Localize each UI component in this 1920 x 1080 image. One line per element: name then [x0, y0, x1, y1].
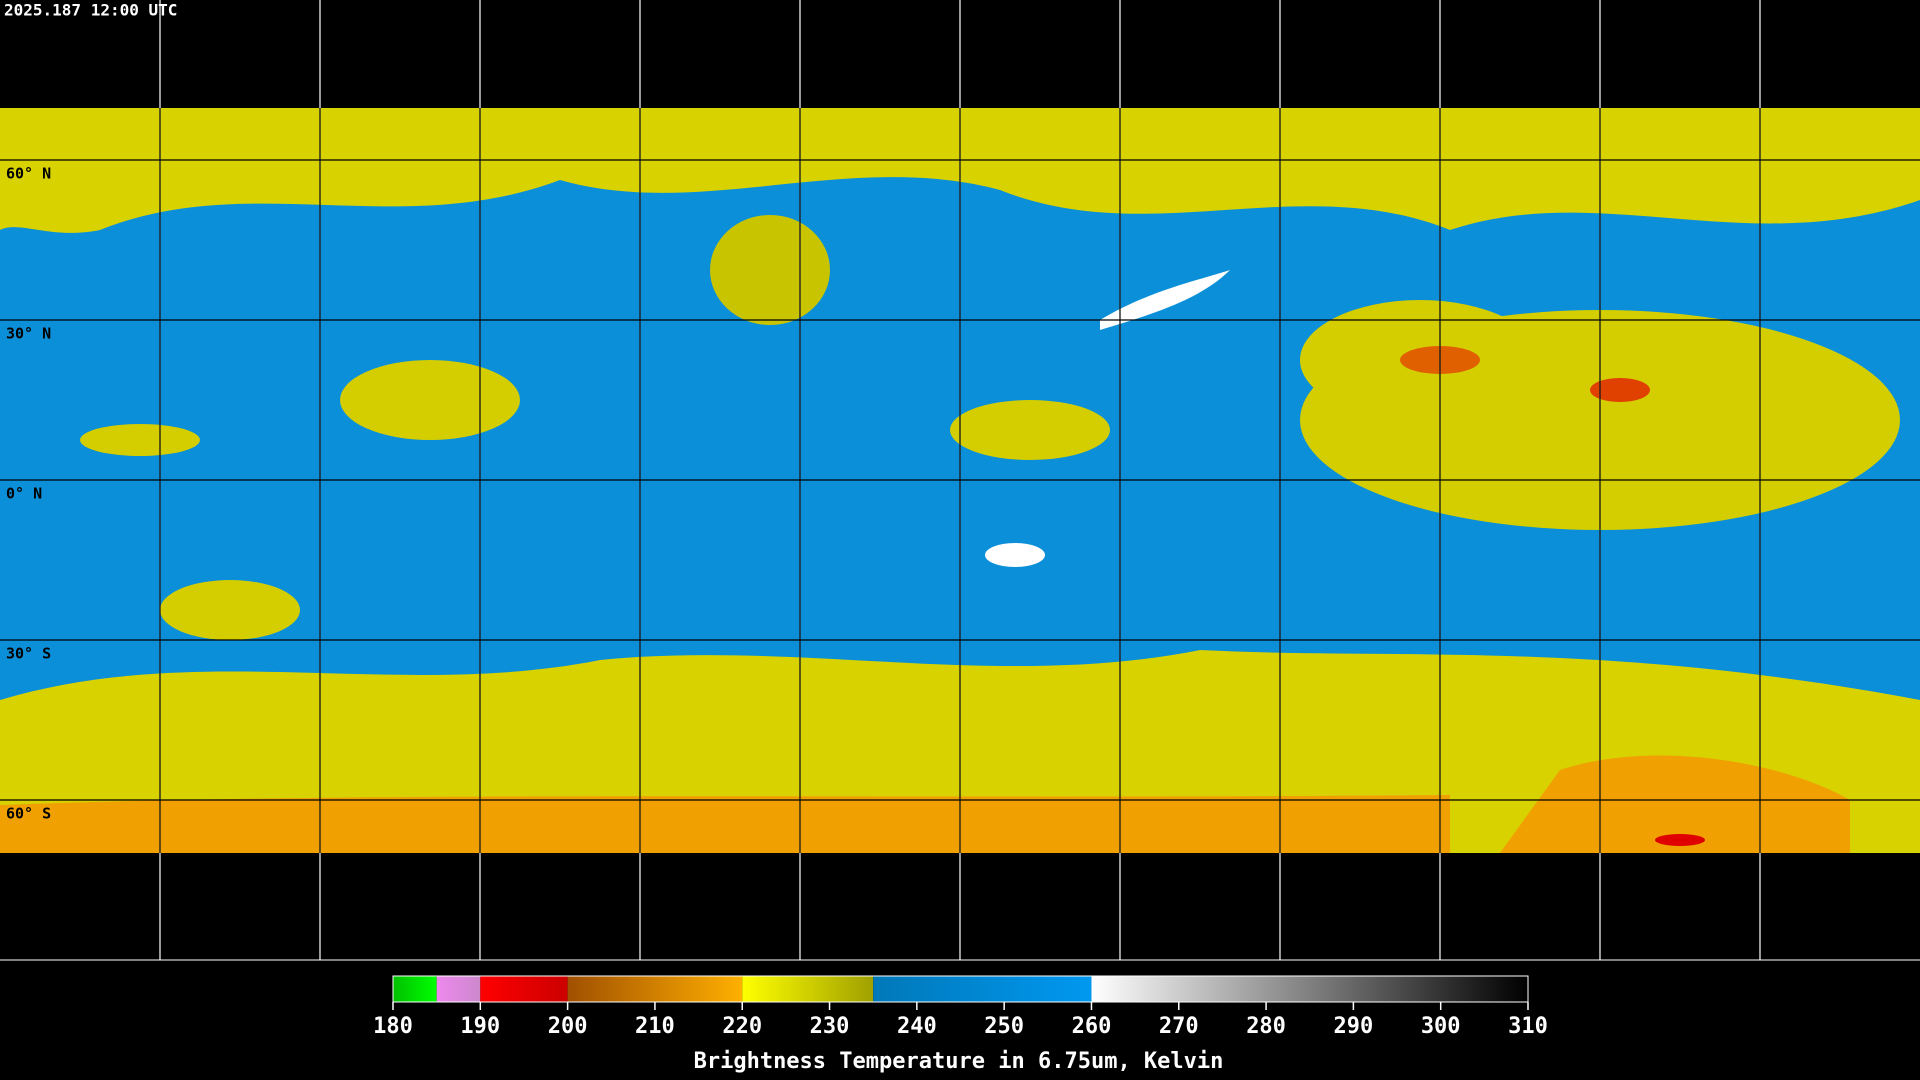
colorbar-tick-label: 200: [548, 1014, 588, 1039]
cold-band-south: [1500, 755, 1850, 853]
colorbar-tick-label: 180: [373, 1014, 413, 1039]
cloud-swirl: [710, 215, 830, 325]
colorbar-label: Brightness Temperature in 6.75um, Kelvin: [694, 1049, 1224, 1074]
colorbar-segment: [742, 976, 874, 1002]
cloud-pacific: [160, 580, 300, 640]
latitude-lines: 60° N 30° N 0° N 30° S 60° S: [0, 159, 1920, 823]
warm-region: [985, 543, 1045, 567]
colorbar-tick-label: 240: [897, 1014, 937, 1039]
colorbar-segment: [393, 976, 437, 1002]
colorbar-segment: [567, 976, 743, 1002]
cloud-mass-africa: [950, 400, 1110, 460]
latitude-label: 30° S: [6, 645, 51, 663]
colorbar-tick-label: 270: [1159, 1014, 1199, 1039]
colorbar-tick-label: 250: [984, 1014, 1024, 1039]
cloud-itcz: [80, 424, 200, 456]
cloud-mass-america: [340, 360, 520, 440]
latitude-label: 60° N: [6, 165, 51, 183]
colorbar-segment: [480, 976, 568, 1002]
colorbar-tick-label: 290: [1334, 1014, 1374, 1039]
convection: [1590, 378, 1650, 402]
colorbar-tick-label: 230: [810, 1014, 850, 1039]
colorbar-tick-label: 220: [722, 1014, 762, 1039]
colorbar: 180 190 200 210 220 230 240 250 260 270 280 290 300 3…: [373, 975, 1548, 1074]
colorbar-segment: [873, 976, 1092, 1002]
colorbar-frame: [392, 975, 1529, 1003]
warm-region: [1100, 270, 1230, 330]
colorbar-tick-label: 190: [460, 1014, 500, 1039]
timestamp: 2025.187 12:00 UTC: [4, 1, 177, 20]
latitude-label: 60° S: [6, 805, 51, 823]
colorbar-segment: [436, 976, 481, 1002]
convection: [1655, 834, 1705, 846]
colorbar-tick-label: 310: [1508, 1014, 1548, 1039]
colorbar-tick-label: 260: [1072, 1014, 1112, 1039]
colorbar-tick-label: 210: [635, 1014, 675, 1039]
cold-band-south: [0, 795, 1450, 853]
latitude-label: 0° N: [6, 485, 42, 503]
colorbar-tick-label: 300: [1421, 1014, 1461, 1039]
colorbar-segment: [1091, 976, 1528, 1002]
latitude-label: 30° N: [6, 325, 51, 343]
colorbar-tick-label: 280: [1246, 1014, 1286, 1039]
